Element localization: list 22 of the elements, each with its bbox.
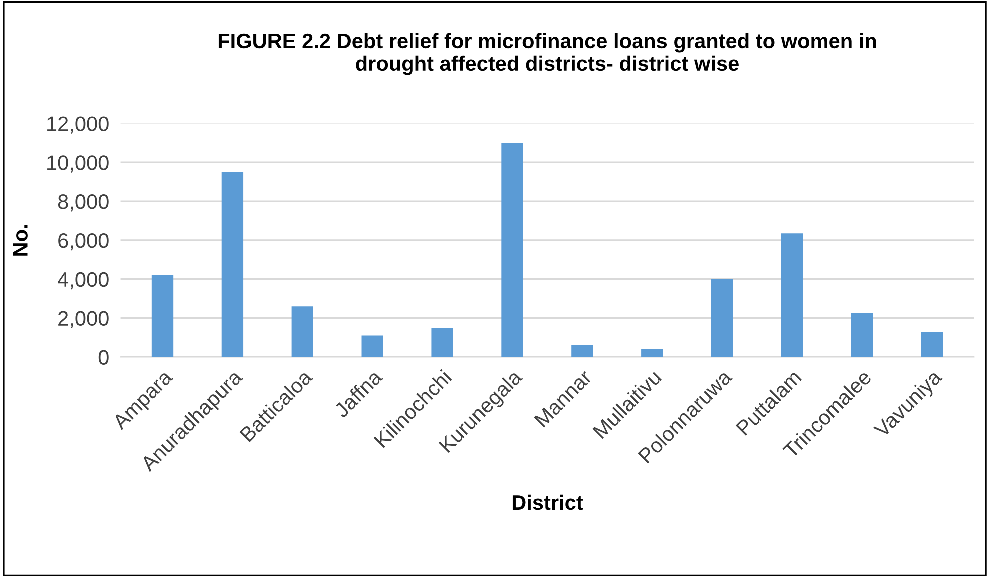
x-axis-title: District xyxy=(512,494,584,510)
y-tick-label: 2,000 xyxy=(58,311,109,328)
bar xyxy=(712,279,734,358)
bar xyxy=(152,275,174,358)
y-axis-title: No. xyxy=(13,225,28,256)
bar xyxy=(851,313,874,358)
bar xyxy=(572,346,594,358)
chart-title: FIGURE 2.2 Debt relief for microfinance loans granted to women in drought affected districts- district wise xyxy=(218,33,876,76)
bar xyxy=(222,172,244,358)
bar xyxy=(642,349,664,358)
y-tick-label: 4,000 xyxy=(58,272,109,290)
bar xyxy=(292,306,314,358)
y-tick-label: 0 xyxy=(98,350,109,365)
bar xyxy=(921,332,944,358)
bar xyxy=(432,328,454,358)
y-tick-label: 6,000 xyxy=(58,233,109,251)
bar xyxy=(781,234,804,358)
y-tick-label: 10,000 xyxy=(48,156,109,173)
y-tick-label: 8,000 xyxy=(58,194,109,212)
bar xyxy=(362,336,384,358)
y-tick-label: 12,000 xyxy=(48,116,109,134)
bar xyxy=(502,143,524,358)
